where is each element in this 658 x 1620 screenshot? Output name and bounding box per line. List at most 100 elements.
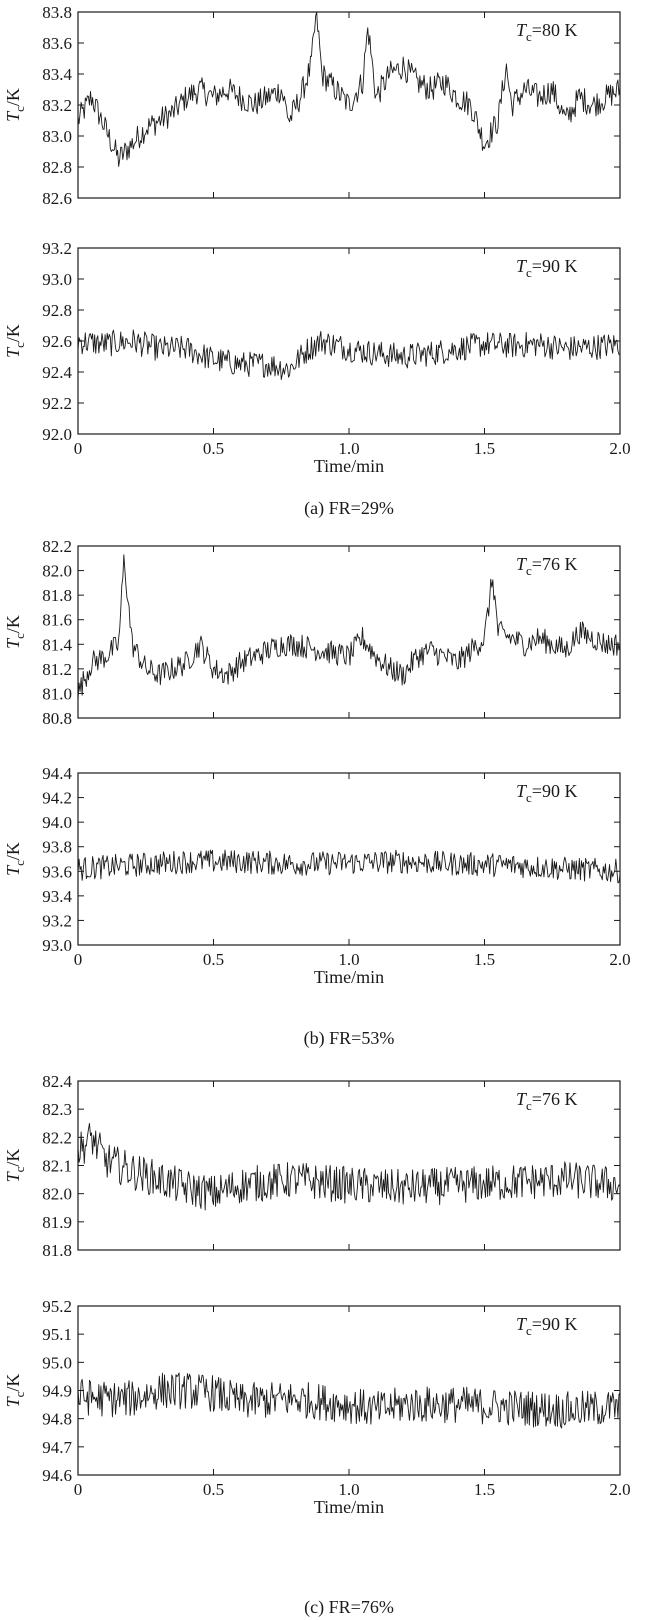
- data-point: [159, 1179, 160, 1180]
- data-point: [132, 1171, 133, 1172]
- data-point: [118, 644, 119, 645]
- data-point: [592, 104, 593, 105]
- data-point: [199, 644, 200, 645]
- annotation-value: =90 K: [532, 781, 578, 801]
- data-point: [267, 650, 268, 651]
- data-point: [105, 128, 106, 129]
- y-axis-unit: /K: [3, 88, 23, 106]
- data-point: [348, 656, 349, 657]
- y-tick-label: 93.8: [42, 838, 72, 857]
- y-tick-label: 94.8: [42, 1410, 72, 1429]
- data-point: [267, 97, 268, 98]
- x-tick-label: 2.0: [609, 439, 630, 458]
- annotation-subscript: c: [526, 29, 532, 44]
- data-point: [77, 868, 78, 869]
- data-point: [213, 1193, 214, 1194]
- data-point: [300, 97, 301, 98]
- data-point: [348, 348, 349, 349]
- y-tick-label: 83.2: [42, 96, 72, 115]
- data-point: [619, 1407, 620, 1408]
- data-point: [213, 359, 214, 360]
- y-tick-label: 82.2: [42, 537, 72, 556]
- data-point: [294, 1179, 295, 1180]
- data-point: [172, 112, 173, 113]
- data-point: [403, 1187, 404, 1188]
- data-point: [213, 97, 214, 98]
- data-point: [105, 1398, 106, 1399]
- data-point: [511, 865, 512, 866]
- y-tick-label: 82.0: [42, 562, 72, 581]
- data-point: [159, 120, 160, 121]
- data-point: [403, 356, 404, 357]
- x-tick-label: 0: [74, 439, 83, 458]
- x-tick-label: 1.5: [474, 950, 495, 969]
- series-line: [77, 554, 621, 700]
- data-point: [492, 576, 493, 577]
- data-point: [289, 120, 290, 121]
- y-tick-label: 82.0: [42, 1185, 72, 1204]
- data-point: [172, 668, 173, 669]
- data-point: [403, 861, 404, 862]
- data-point: [552, 644, 553, 645]
- data-point: [430, 353, 431, 354]
- data-point: [132, 644, 133, 645]
- y-tick-label: 93.2: [42, 911, 72, 930]
- y-axis-title: Tc/K: [3, 1149, 27, 1183]
- y-axis-title: Tc/K: [3, 615, 27, 649]
- annotation-value: =76 K: [532, 1089, 578, 1109]
- data-point: [289, 368, 290, 369]
- data-point: [123, 558, 124, 559]
- data-point: [470, 104, 471, 105]
- data-point: [389, 73, 390, 74]
- data-point: [294, 644, 295, 645]
- y-axis-subscript: c: [12, 106, 27, 112]
- temperature-annotation: Tc=80 K: [516, 20, 577, 44]
- data-point: [430, 650, 431, 651]
- y-tick-label: 94.2: [42, 789, 72, 808]
- temperature-annotation: Tc=90 K: [516, 256, 577, 280]
- data-point: [77, 1151, 78, 1152]
- panel-1: 82.682.883.083.283.483.683.8Tc/KTc=80 K: [3, 3, 621, 208]
- annotation-symbol: T: [516, 1314, 528, 1334]
- x-tick-label: 1.5: [474, 1480, 495, 1499]
- y-tick-label: 93.0: [42, 270, 72, 289]
- data-point: [579, 97, 580, 98]
- data-point: [294, 863, 295, 864]
- data-point: [132, 865, 133, 866]
- data-point: [484, 344, 485, 345]
- data-point: [240, 97, 241, 98]
- series-line: [77, 849, 621, 884]
- y-tick-label: 92.0: [42, 425, 72, 444]
- data-point: [118, 159, 119, 160]
- series-line: [77, 1122, 621, 1211]
- series-line: [77, 11, 621, 167]
- y-tick-label: 81.2: [42, 660, 72, 679]
- data-point: [457, 348, 458, 349]
- y-axis-title: Tc/K: [3, 88, 27, 122]
- panel-2: 92.0 92.2 92.4 92.6 92.8 93.0 93.2 0 0.5 1.0 1.5 2.…: [3, 239, 631, 476]
- y-axis-title: Tc/K: [3, 842, 27, 876]
- data-point: [240, 1401, 241, 1402]
- x-tick-label: 1.0: [338, 1480, 359, 1499]
- y-tick-label: 94.4: [42, 764, 72, 783]
- panels-layer: 82.682.883.083.283.483.683.8Tc/KTc=80 K9…: [3, 3, 631, 1517]
- data-point: [565, 348, 566, 349]
- data-point: [403, 1404, 404, 1405]
- y-axis-subscript: c: [12, 342, 27, 348]
- data-point: [511, 638, 512, 639]
- data-point: [281, 644, 282, 645]
- y-tick-label: 82.1: [42, 1157, 72, 1176]
- data-point: [199, 89, 200, 90]
- y-tick-label: 94.6: [42, 1466, 72, 1485]
- annotation-value: =90 K: [532, 1314, 578, 1334]
- data-point: [321, 73, 322, 74]
- data-point: [376, 1410, 377, 1411]
- data-point: [321, 340, 322, 341]
- data-point: [538, 344, 539, 345]
- data-point: [348, 104, 349, 105]
- data-point: [186, 1390, 187, 1391]
- y-tick-label: 82.3: [42, 1100, 72, 1119]
- data-point: [457, 1185, 458, 1186]
- data-point: [145, 668, 146, 669]
- y-tick-label: 93.0: [42, 936, 72, 955]
